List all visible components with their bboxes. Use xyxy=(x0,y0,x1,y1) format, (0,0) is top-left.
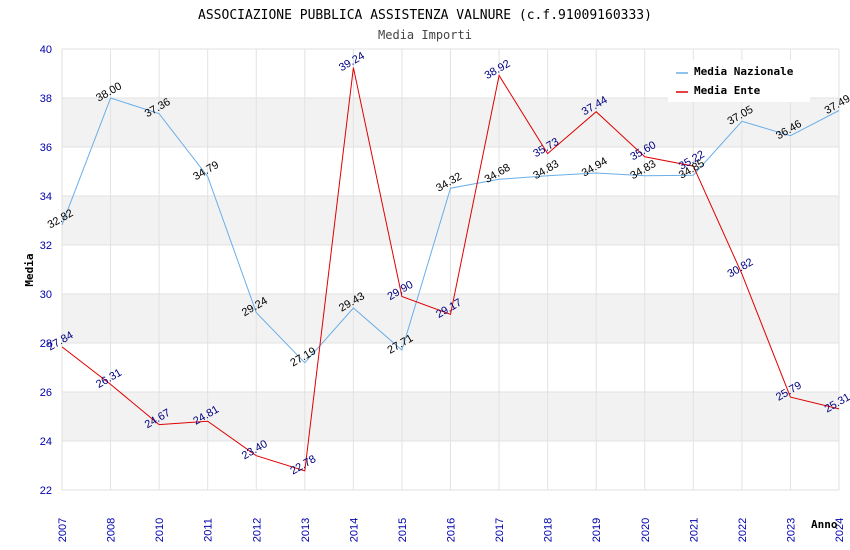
legend: Media Nazionale Media Ente xyxy=(668,60,810,102)
x-tick-label: 2020 xyxy=(640,518,652,542)
x-axis-ticks: 2007 2008 2010 2011 2012 2013 2014 2015 2016 2017… xyxy=(57,518,846,542)
legend-label-ente: Media Ente xyxy=(694,84,761,97)
x-tick-label: 2019 xyxy=(591,518,603,542)
y-axis-label: Media xyxy=(23,253,36,286)
x-tick-label: 2023 xyxy=(785,518,797,542)
chart-subtitle: Media Importi xyxy=(378,28,472,42)
y-tick-label: 38 xyxy=(40,93,52,105)
x-tick-label: 2011 xyxy=(203,518,215,542)
y-tick-label: 32 xyxy=(40,240,52,252)
series-line-ente xyxy=(61,67,840,472)
x-tick-label: 2016 xyxy=(446,518,458,542)
x-tick-label: 2018 xyxy=(543,518,555,542)
legend-label-nazionale: Media Nazionale xyxy=(694,65,794,78)
y-tick-label: 30 xyxy=(40,289,52,301)
x-tick-label: 2012 xyxy=(251,518,263,542)
y-tick-label: 26 xyxy=(40,387,52,399)
series-lines xyxy=(61,67,840,472)
y-tick-label: 34 xyxy=(40,191,52,203)
x-tick-label: 2015 xyxy=(397,518,409,542)
legend-background xyxy=(668,60,810,102)
x-tick-label: 2021 xyxy=(688,518,700,542)
chart-title: ASSOCIAZIONE PUBBLICA ASSISTENZA VALNURE… xyxy=(198,8,652,23)
x-tick-label: 2010 xyxy=(154,518,166,542)
y-tick-label: 40 xyxy=(40,44,52,56)
y-tick-label: 36 xyxy=(40,142,52,154)
grid-lines xyxy=(61,48,840,491)
x-tick-label: 2013 xyxy=(300,518,312,542)
x-tick-label: 2017 xyxy=(494,518,506,542)
y-tick-label: 28 xyxy=(40,338,52,350)
x-tick-label: 2008 xyxy=(106,518,118,542)
series-line-nazionale xyxy=(61,97,840,364)
y-tick-label: 24 xyxy=(40,436,52,448)
x-tick-label: 2007 xyxy=(57,518,69,542)
x-tick-label: 2022 xyxy=(737,518,749,542)
x-tick-label: 2024 xyxy=(834,518,846,542)
x-tick-label: 2014 xyxy=(348,518,360,542)
x-axis-label: Anno xyxy=(811,518,838,531)
y-tick-label: 22 xyxy=(40,485,52,497)
y-axis-ticks: 22 24 26 28 30 32 34 36 38 40 xyxy=(40,44,52,497)
